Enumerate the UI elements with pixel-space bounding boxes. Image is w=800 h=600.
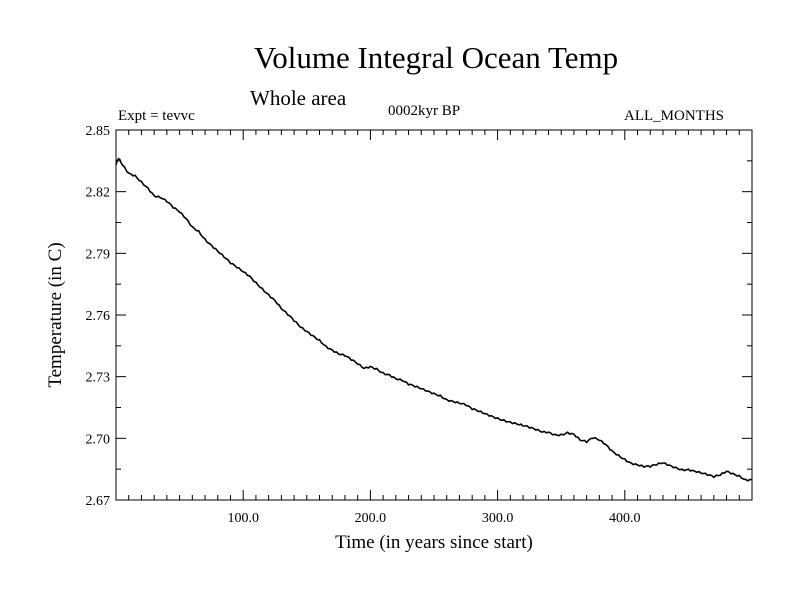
x-tick-label: 400.0: [609, 511, 641, 526]
experiment-label: Expt = tevvc: [118, 108, 195, 124]
y-tick-label: 2.79: [86, 247, 111, 262]
y-tick-label: 2.67: [86, 494, 111, 509]
y-tick-label: 2.82: [86, 186, 111, 201]
y-tick-label: 2.76: [86, 309, 111, 324]
tick-labels: 100.0 200.0 300.0 400.0 2.67 2.70 2.73 2.76 2.79…: [86, 124, 641, 526]
plot-frame: [115, 129, 753, 501]
axis-ticks: [116, 130, 752, 500]
y-tick-label: 2.85: [86, 124, 111, 139]
chart-title: Volume Integral Ocean Temp: [253, 40, 619, 75]
period-label: 0002kyr BP: [388, 103, 461, 119]
series-line: [115, 157, 753, 482]
months-label: ALL_MONTHS: [624, 108, 724, 124]
x-tick-label: 200.0: [355, 511, 387, 526]
y-tick-label: 2.73: [86, 371, 111, 386]
y-axis-label: Temperature (in C): [45, 242, 66, 387]
x-tick-label: 300.0: [482, 511, 514, 526]
y-tick-label: 2.70: [86, 432, 111, 447]
chart-subtitle: Whole area: [250, 86, 347, 110]
x-axis-label: Time (in years since start): [335, 532, 533, 553]
x-tick-label: 100.0: [227, 511, 259, 526]
